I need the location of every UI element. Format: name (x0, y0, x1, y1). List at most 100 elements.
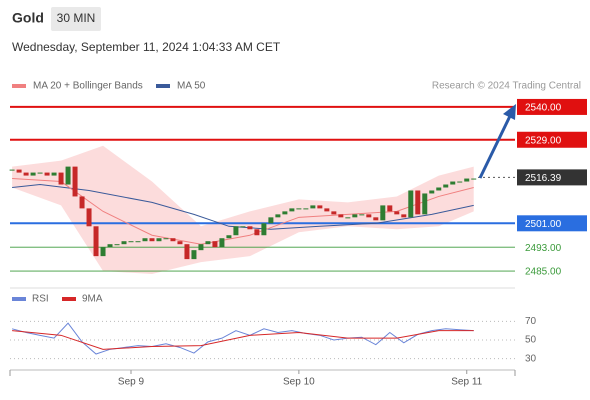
candle-body (310, 205, 316, 209)
candle-body (408, 190, 414, 218)
legend-swatch (62, 297, 76, 301)
candle-body (107, 244, 113, 248)
candle-body (30, 172, 36, 176)
level-label-box (517, 98, 587, 115)
legend-swatch (156, 84, 170, 88)
candle-body (212, 241, 218, 248)
candle-body (163, 238, 169, 240)
candle-body (324, 208, 330, 212)
timeframe-box[interactable] (51, 7, 101, 31)
level-label: 2529.00 (525, 135, 562, 146)
y-tick-label: 50 (525, 335, 537, 346)
candle-body (373, 217, 379, 221)
candle-body (198, 244, 204, 251)
candle-body (37, 172, 43, 174)
candle-body (170, 238, 176, 242)
level-label: 2516.39 (525, 173, 562, 184)
level-label: 2540.00 (525, 103, 562, 114)
candle-body (177, 241, 183, 245)
candle-body (93, 226, 99, 257)
candle-body (331, 211, 337, 215)
bollinger-band (12, 145, 474, 275)
legend-swatch (12, 297, 26, 301)
candle-body (205, 241, 211, 245)
y-tick-label: 30 (525, 353, 537, 364)
candle-body (261, 223, 267, 236)
candle-body (380, 205, 386, 221)
candle-body (142, 238, 148, 242)
candle-body (233, 226, 239, 236)
candle-body (219, 238, 225, 248)
candle-body (16, 169, 22, 173)
candle-body (457, 181, 463, 183)
candle-body (240, 226, 246, 228)
candle-body (254, 229, 260, 236)
instrument-title: Gold (12, 10, 44, 26)
candle-body (436, 187, 442, 191)
candle-body (191, 250, 197, 260)
candle-body (275, 214, 281, 218)
candle-body (72, 166, 78, 197)
legend-swatch (12, 84, 26, 88)
candle-body (296, 208, 302, 210)
candle-body (289, 208, 295, 212)
candle-body (51, 172, 57, 176)
candle-body (338, 214, 344, 218)
candle-body (149, 238, 155, 242)
candle-body (415, 190, 421, 215)
level-label: 2493.00 (525, 243, 562, 254)
candle-body (226, 235, 232, 239)
candle-body (443, 184, 449, 188)
candle-body (394, 211, 400, 215)
candle-body (387, 205, 393, 212)
candle-body (121, 241, 127, 245)
level-label-box (517, 131, 587, 148)
candle-body (58, 172, 64, 185)
plot: 2540.00 2529.00 2516.39 2501.00 2493.00 2485.… (9, 81, 587, 388)
level-label: 2501.00 (525, 219, 562, 230)
candle-body (282, 211, 288, 215)
candle-body (128, 241, 134, 243)
candle-body (114, 244, 120, 246)
candle-body (429, 190, 435, 194)
forecast-arrow-head (503, 104, 516, 120)
candle-body (79, 196, 85, 209)
candle-body (86, 208, 92, 227)
level-label-box (517, 215, 587, 232)
series-line (12, 330, 474, 350)
candle-body (247, 226, 253, 230)
legend-label: MA 50 (177, 81, 206, 92)
candle-body (303, 208, 309, 210)
candle-body (9, 169, 15, 171)
legend-label: MA 20 + Bollinger Bands (33, 81, 143, 92)
candle-body (23, 172, 29, 176)
datetime: Wednesday, September 11, 2024 1:04:33 AM… (12, 40, 281, 54)
candle-body (135, 241, 141, 243)
x-tick-label: Sep 10 (283, 377, 315, 388)
legend-label: RSI (32, 294, 49, 305)
candle-body (156, 238, 162, 242)
level-label: 2485.00 (525, 267, 562, 278)
candle-body (450, 181, 456, 185)
candle-body (422, 193, 428, 215)
candle-body (184, 244, 190, 260)
candle-body (401, 214, 407, 218)
candle-body (464, 178, 470, 182)
candle-body (65, 166, 71, 185)
forecast-arrow (478, 115, 512, 179)
x-tick-label: Sep 11 (451, 377, 482, 388)
x-tick-label: Sep 9 (118, 377, 145, 388)
legend-label: 9MA (82, 294, 103, 305)
candle-body (359, 214, 365, 216)
level-label-box (517, 169, 587, 186)
candle-body (268, 217, 274, 224)
candle-body (100, 247, 106, 257)
candle-body (317, 205, 323, 209)
candle-body (352, 214, 358, 218)
timeframe[interactable]: 30 MIN (57, 11, 96, 25)
candle-body (471, 178, 477, 180)
candle-body (345, 217, 351, 219)
source: Research © 2024 Trading Central (432, 81, 581, 92)
candle-body (44, 172, 50, 176)
